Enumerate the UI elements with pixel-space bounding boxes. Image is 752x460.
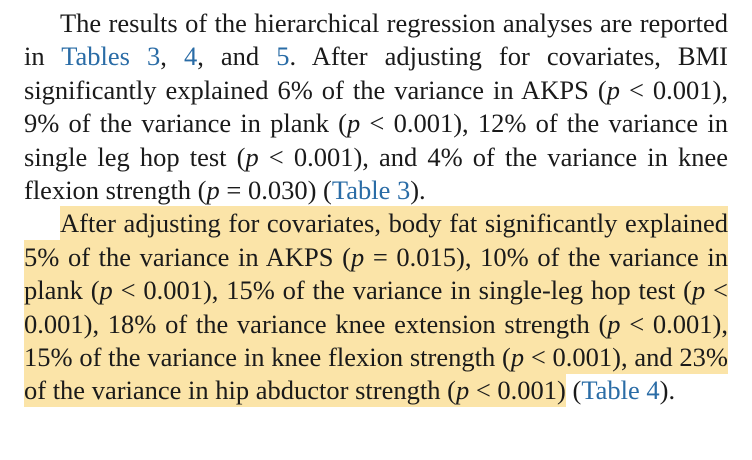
italic-p: p — [606, 74, 620, 105]
text: < 0.001), 15% of the variance in single-… — [112, 275, 692, 306]
table-link[interactable]: 5 — [276, 41, 290, 72]
text: ). — [659, 375, 676, 406]
text: The results of the hierarchical regressi… — [24, 8, 728, 72]
paragraph: The results of the hierarchical regressi… — [24, 7, 728, 207]
italic-p: p — [510, 342, 525, 373]
text: < 0.001), and 23% of the variance in hip… — [24, 342, 728, 406]
text: < 0.001) — [469, 375, 566, 406]
italic-p: p — [455, 375, 470, 406]
text: . After adjusting for covariates, BMI si… — [24, 41, 728, 105]
text: , — [160, 41, 184, 72]
text: < 0.001), and 4% of the variance in knee… — [24, 141, 728, 206]
italic-p: p — [350, 241, 365, 272]
text: < 0.001), 12% of the variance in single … — [24, 108, 728, 172]
text: < 0.001), 18% of the variance knee exten… — [24, 275, 728, 339]
article-text: The results of the hierarchical regressi… — [24, 7, 728, 408]
text: After adjusting for covariates, body fat… — [24, 208, 728, 272]
table-link[interactable]: 4 — [183, 41, 198, 72]
text: ( — [565, 375, 582, 406]
italic-p: p — [206, 175, 220, 206]
highlight: After adjusting for covariates, body fat… — [24, 206, 728, 408]
text: = 0.015), 10% of the variance in plank ( — [24, 241, 728, 306]
italic-p: p — [99, 275, 113, 306]
table-link[interactable]: Table 4 — [581, 375, 660, 406]
italic-p: p — [245, 141, 259, 172]
table-link[interactable]: Table 3 — [331, 175, 411, 206]
italic-p: p — [607, 308, 621, 339]
italic-p: p — [346, 108, 361, 139]
paragraph: After adjusting for covariates, body fat… — [24, 206, 728, 408]
text: = 0.030) ( — [219, 175, 332, 206]
table-link[interactable]: Tables 3 — [61, 41, 161, 72]
text: , and — [197, 41, 277, 72]
text: < 0.001), 15% of the variance in knee fl… — [24, 308, 728, 373]
italic-p: p — [691, 275, 706, 306]
text: ). — [410, 175, 426, 206]
text: < 0.001), 9% of the variance in plank ( — [24, 74, 728, 139]
